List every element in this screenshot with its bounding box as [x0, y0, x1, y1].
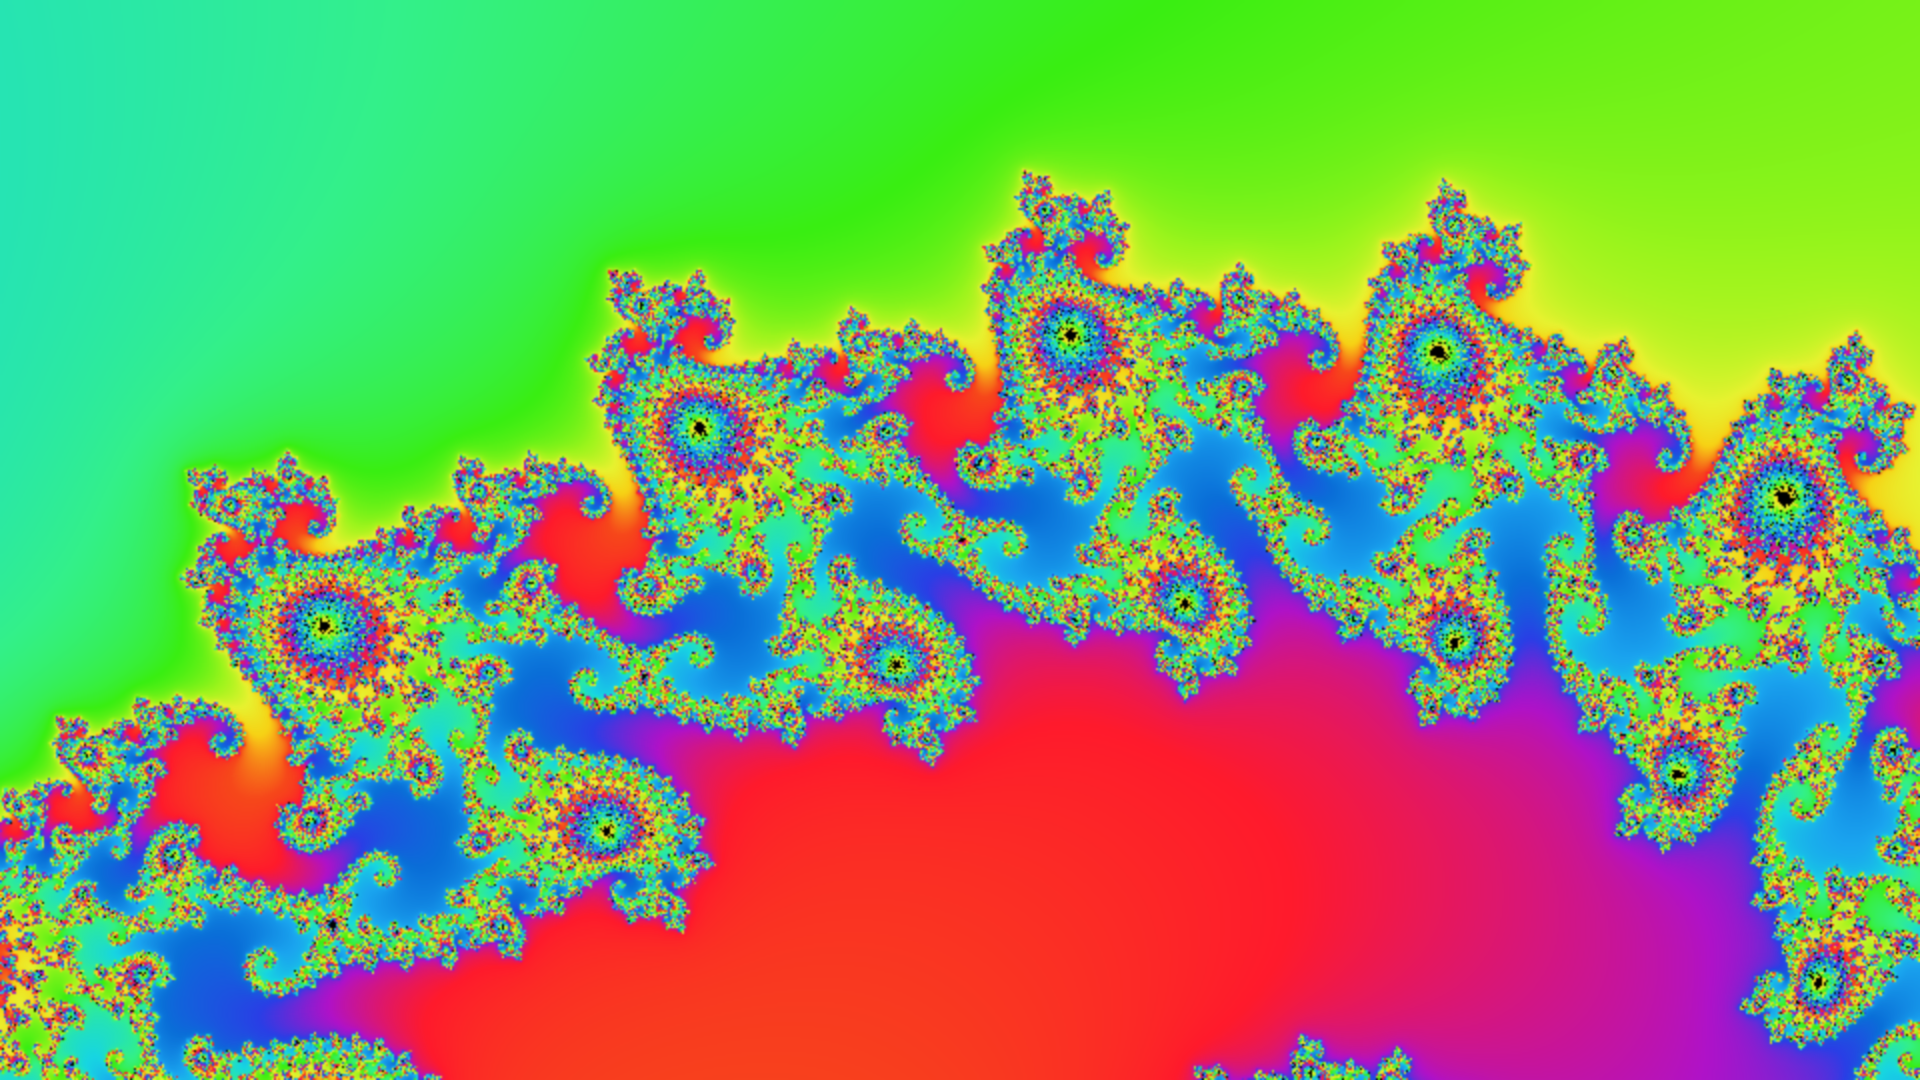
fractal-image	[0, 0, 1920, 1080]
